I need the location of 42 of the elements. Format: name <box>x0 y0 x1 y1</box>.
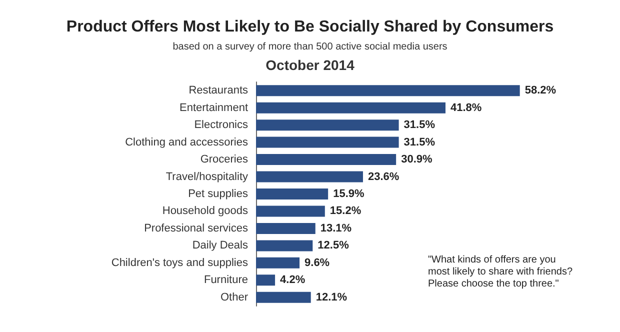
data-label: 41.8% <box>450 102 482 114</box>
bar <box>256 102 446 114</box>
bar <box>256 171 363 182</box>
data-label: 12.1% <box>316 291 348 304</box>
bar <box>256 274 276 286</box>
y-tick-label: Entertainment <box>180 102 248 114</box>
y-tick-label: Travel/hospitality <box>166 170 248 183</box>
bar <box>256 120 399 131</box>
bar <box>256 206 325 217</box>
bar <box>256 188 328 200</box>
y-tick-label: Electronics <box>194 119 248 132</box>
y-tick-label: Groceries <box>200 154 248 166</box>
data-label: 58.2% <box>524 84 556 97</box>
data-label: 12.5% <box>318 240 350 252</box>
y-tick-label: Furniture <box>204 274 248 286</box>
bar <box>256 154 396 166</box>
data-label: 31.5% <box>404 136 436 148</box>
y-tick-label: Children's toys and supplies <box>111 256 248 269</box>
y-tick-label: Household goods <box>162 205 248 218</box>
bar <box>256 257 300 268</box>
data-label: 23.6% <box>368 170 400 183</box>
bar <box>256 136 399 148</box>
y-tick-label: Professional services <box>144 222 248 234</box>
y-tick-label: Restaurants <box>188 84 248 97</box>
y-tick-label: Clothing and accessories <box>125 136 248 148</box>
data-label: 15.2% <box>330 205 362 218</box>
y-tick-label: Other <box>220 291 248 304</box>
data-label: 30.9% <box>401 154 432 166</box>
data-label: 4.2% <box>280 274 306 286</box>
bar <box>256 85 520 96</box>
y-tick-label: Pet supplies <box>188 188 248 200</box>
chart-title: Product Offers Most Likely to Be Socially Shared by Consumers <box>66 18 554 36</box>
annotation: "What kinds of offers are you most likely to share with friends? Please choose the top three." <box>428 254 573 290</box>
bar <box>256 222 316 234</box>
data-label: 13.1% <box>320 222 352 234</box>
chart-subtitle: based on a survey of more than 500 active social media users October 2014 <box>172 42 448 73</box>
data-label: 9.6% <box>304 256 330 269</box>
y-tick-label: Daily Deals <box>192 240 248 252</box>
bar <box>256 240 313 252</box>
bar <box>256 292 311 303</box>
data-label: 31.5% <box>404 119 436 132</box>
data-label: 15.9% <box>333 188 364 200</box>
